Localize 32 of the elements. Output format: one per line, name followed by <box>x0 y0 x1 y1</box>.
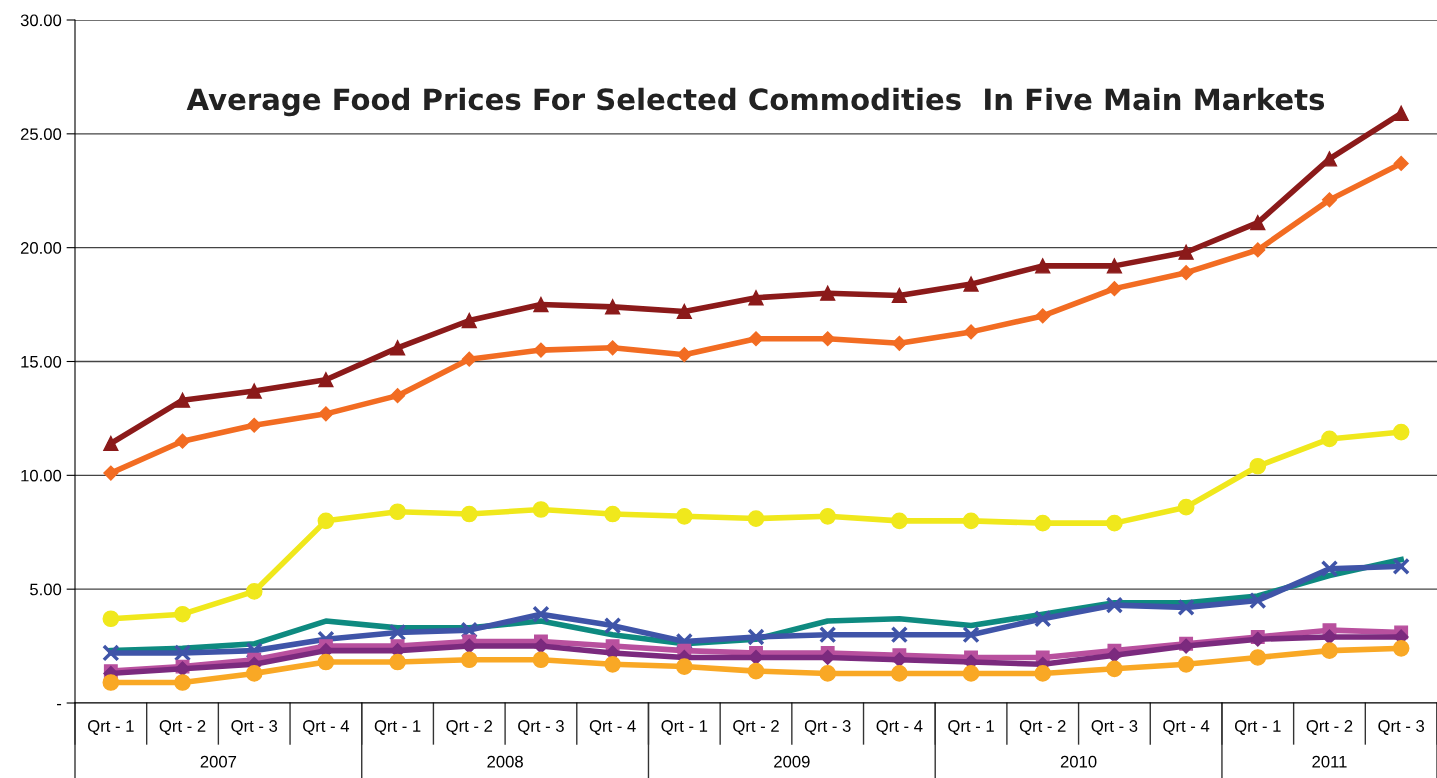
x-tick-label: Qrt - 1 <box>948 720 994 735</box>
y-tick-label: 15.00 <box>21 355 62 368</box>
x-tick-label: Qrt - 2 <box>1019 720 1066 735</box>
text: 2009 <box>774 755 810 768</box>
x-tick-label: Qrt - 3 <box>231 720 278 735</box>
y-tick-label: 20.00 <box>20 242 62 254</box>
x-tick-label: Qrt - 3 <box>518 720 564 735</box>
x-tick-label: Qrt - 1 <box>88 720 134 735</box>
x-tick-label: Qrt - 2 <box>1306 720 1353 735</box>
x-tick-label: Qrt - 3 <box>1378 720 1425 735</box>
x-tick-label: Qrt - 1 <box>374 720 421 735</box>
y-tick-label: 30.00 <box>20 14 62 27</box>
text: 2010 <box>1060 755 1097 768</box>
y-tick-label: 5.00 <box>30 583 62 596</box>
text: Average Food Prices For Selected Commodities In Five Main Markets <box>186 87 1325 117</box>
y-tick-label: - <box>57 703 62 706</box>
y-tick-label: 10.00 <box>21 469 62 482</box>
x-tick-label: Qrt - 2 <box>733 720 779 735</box>
text: 2007 <box>200 755 237 768</box>
x-tick-label: Qrt - 1 <box>661 720 708 735</box>
x-tick-label: Qrt - 1 <box>1234 720 1281 735</box>
y-tick-label: 25.00 <box>20 128 62 141</box>
x-tick-label: Qrt - 2 <box>446 720 493 735</box>
x-tick-label: Qrt - 4 <box>876 720 923 735</box>
x-tick-label: Qrt - 3 <box>804 720 851 735</box>
x-tick-label: Qrt - 3 <box>1091 720 1138 735</box>
x-tick-label: Qrt - 4 <box>303 720 350 735</box>
x-tick-label: Qrt - 2 <box>159 720 206 735</box>
text: 2008 <box>487 755 523 768</box>
x-tick-label: Qrt - 4 <box>589 720 636 735</box>
x-tick-label: Qrt - 4 <box>1163 720 1210 735</box>
text: 2011 <box>1312 755 1347 768</box>
